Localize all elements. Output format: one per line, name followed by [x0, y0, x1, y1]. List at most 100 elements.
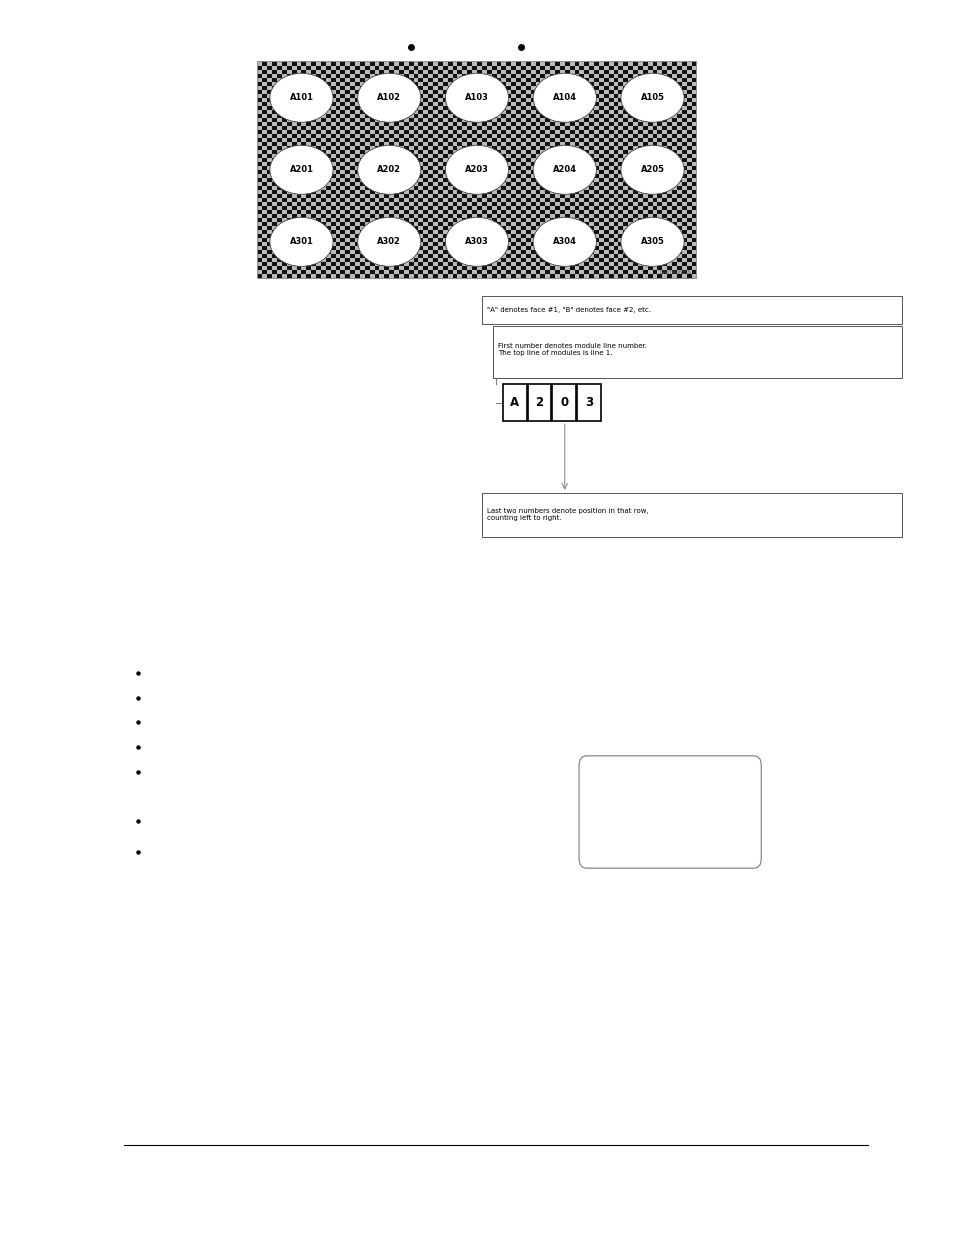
Bar: [686, 178, 691, 182]
Bar: [686, 185, 691, 190]
Bar: [370, 117, 375, 122]
Bar: [569, 274, 574, 278]
Bar: [539, 170, 545, 174]
Bar: [414, 258, 418, 262]
Bar: [496, 214, 501, 217]
Bar: [306, 185, 311, 190]
Bar: [389, 94, 394, 98]
Bar: [481, 274, 486, 278]
Bar: [603, 198, 608, 201]
Bar: [627, 65, 633, 69]
Bar: [657, 114, 661, 117]
Bar: [594, 69, 598, 74]
Bar: [467, 110, 472, 114]
Bar: [686, 210, 691, 214]
Bar: [257, 98, 262, 101]
Bar: [647, 122, 652, 126]
Bar: [326, 130, 331, 133]
Bar: [257, 162, 262, 165]
Bar: [564, 190, 569, 194]
Bar: [345, 146, 350, 149]
Bar: [506, 270, 511, 274]
Bar: [282, 101, 287, 106]
Bar: [535, 69, 539, 74]
Bar: [633, 69, 638, 74]
Bar: [379, 270, 384, 274]
Bar: [345, 233, 350, 238]
Bar: [671, 174, 677, 178]
Bar: [511, 242, 516, 246]
Bar: [496, 62, 501, 65]
Bar: [642, 198, 647, 201]
Bar: [516, 142, 520, 146]
Bar: [326, 258, 331, 262]
Bar: [375, 217, 379, 222]
Bar: [613, 270, 618, 274]
Bar: [550, 82, 555, 85]
Bar: [418, 238, 423, 242]
Bar: [583, 142, 589, 146]
Bar: [331, 262, 335, 266]
Bar: [516, 214, 520, 217]
Bar: [555, 78, 559, 82]
Bar: [506, 165, 511, 170]
Bar: [583, 174, 589, 178]
Bar: [472, 146, 476, 149]
Bar: [511, 249, 516, 254]
Bar: [594, 133, 598, 138]
Bar: [452, 162, 457, 165]
Bar: [287, 201, 292, 206]
Bar: [594, 206, 598, 210]
Bar: [530, 130, 535, 133]
Text: Last two numbers denote position in that row,
counting left to right.: Last two numbers denote position in that…: [486, 509, 648, 521]
Bar: [691, 126, 696, 130]
Ellipse shape: [533, 146, 596, 194]
Bar: [569, 130, 574, 133]
Bar: [569, 258, 574, 262]
Bar: [530, 201, 535, 206]
Bar: [282, 85, 287, 90]
Bar: [583, 149, 589, 154]
Bar: [622, 158, 627, 162]
Bar: [525, 133, 530, 138]
Bar: [647, 226, 652, 230]
Bar: [370, 78, 375, 82]
Bar: [550, 201, 555, 206]
Bar: [677, 185, 681, 190]
Bar: [652, 198, 657, 201]
Bar: [578, 106, 583, 110]
Bar: [257, 201, 262, 206]
Bar: [652, 270, 657, 274]
Bar: [555, 165, 559, 170]
Bar: [394, 106, 398, 110]
Bar: [340, 101, 345, 106]
Bar: [442, 146, 447, 149]
Bar: [355, 194, 359, 198]
Bar: [331, 149, 335, 154]
Bar: [457, 254, 462, 258]
Bar: [555, 262, 559, 266]
Bar: [598, 217, 603, 222]
Bar: [384, 130, 389, 133]
Bar: [583, 206, 589, 210]
Bar: [311, 117, 315, 122]
Bar: [525, 78, 530, 82]
Bar: [481, 210, 486, 214]
Bar: [320, 142, 326, 146]
Bar: [350, 262, 355, 266]
Bar: [398, 149, 403, 154]
Bar: [598, 162, 603, 165]
Bar: [506, 142, 511, 146]
Bar: [535, 62, 539, 65]
Bar: [511, 210, 516, 214]
Bar: [574, 158, 578, 162]
Bar: [613, 158, 618, 162]
Bar: [511, 194, 516, 198]
Bar: [564, 110, 569, 114]
Bar: [408, 270, 414, 274]
Bar: [414, 162, 418, 165]
Bar: [306, 194, 311, 198]
Bar: [276, 242, 282, 246]
Bar: [545, 190, 550, 194]
Bar: [618, 266, 622, 270]
